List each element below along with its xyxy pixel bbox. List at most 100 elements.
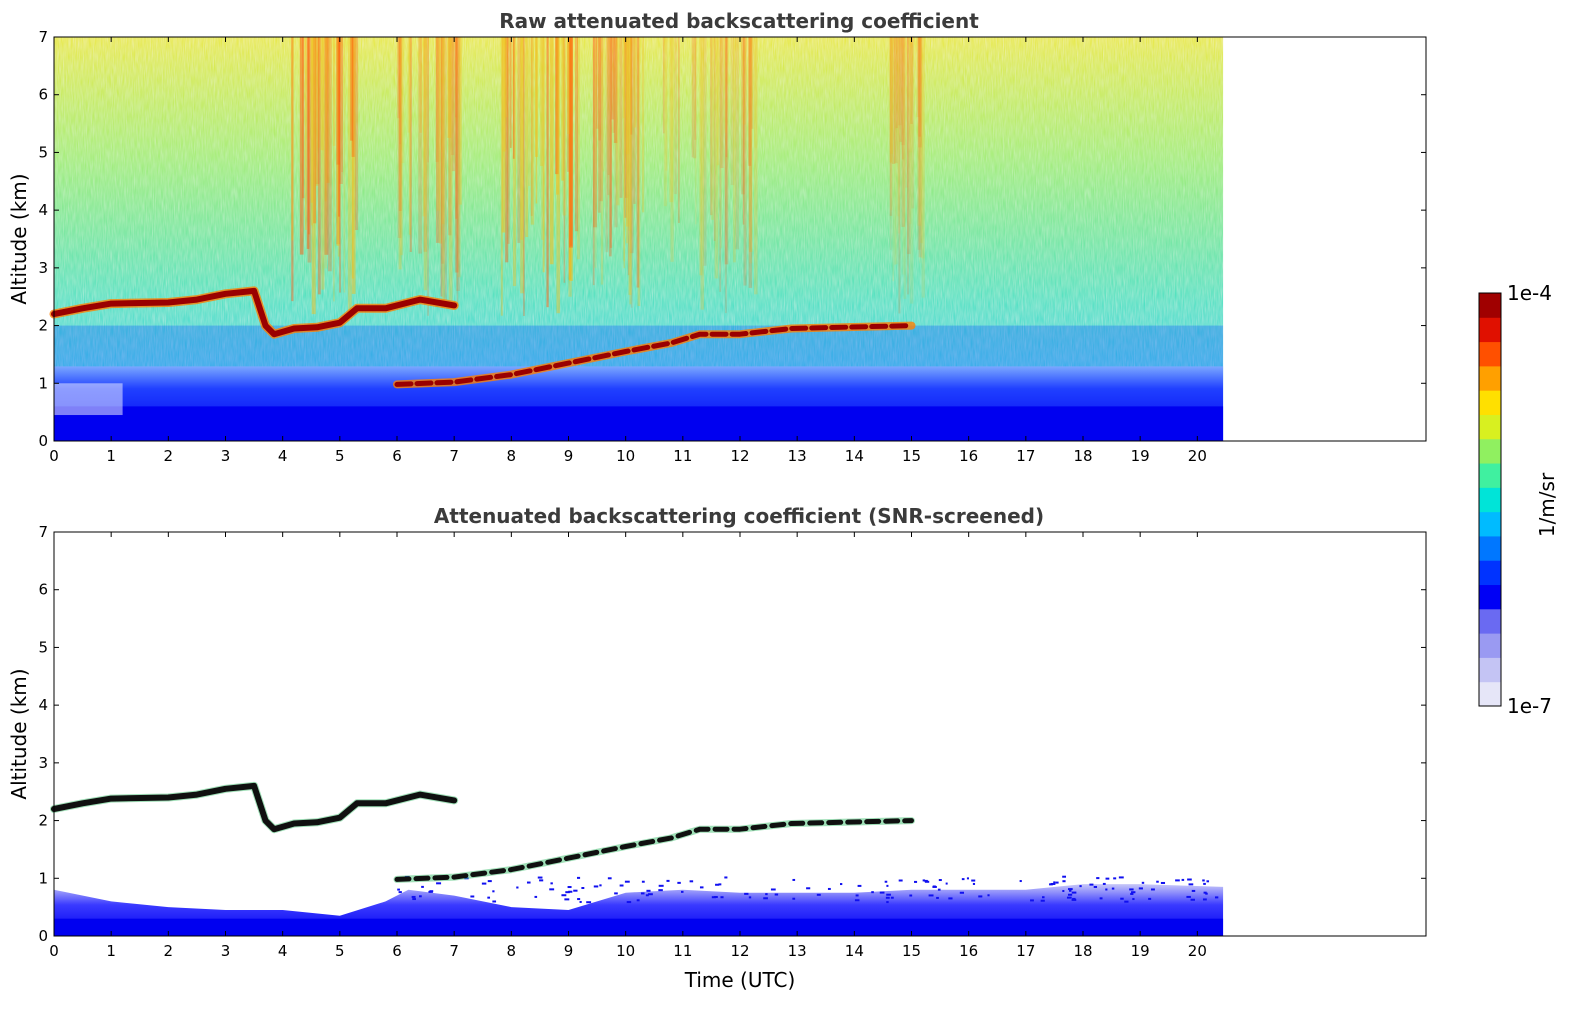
aerosol-streak bbox=[919, 37, 921, 264]
aerosol-streak bbox=[897, 37, 901, 234]
screened-speck bbox=[1068, 889, 1072, 892]
y-tick-label: 3 bbox=[38, 754, 48, 772]
screened-speck bbox=[658, 889, 663, 892]
screened-speck bbox=[411, 895, 416, 898]
x-tick-label: 9 bbox=[564, 942, 574, 960]
cloud-layer bbox=[51, 287, 458, 338]
screened-speck bbox=[1214, 896, 1219, 899]
aerosol-streak bbox=[754, 37, 758, 148]
screened-speck bbox=[607, 877, 612, 880]
screened-speck bbox=[1072, 897, 1076, 900]
aerosol-streak bbox=[895, 37, 899, 129]
x-tick-label: 18 bbox=[1073, 447, 1092, 465]
aerosol-streak bbox=[895, 37, 898, 264]
screened-speck bbox=[1132, 898, 1135, 901]
colorbar-band bbox=[1479, 681, 1501, 707]
screened-speck bbox=[1062, 889, 1065, 892]
aerosol-streak bbox=[889, 37, 893, 164]
screened-speck bbox=[1124, 900, 1129, 903]
aerosol-streak bbox=[451, 37, 456, 172]
screened-speck bbox=[711, 896, 716, 899]
screened-speck bbox=[576, 876, 581, 879]
aerosol-streak bbox=[742, 37, 745, 225]
screened-speck bbox=[647, 893, 653, 896]
aerosol-streak bbox=[561, 37, 564, 181]
aerosol-streak bbox=[326, 37, 330, 183]
aerosol-streak bbox=[512, 37, 515, 159]
screened-speck bbox=[909, 894, 913, 897]
aerosol-streak bbox=[427, 37, 429, 316]
x-tick-label: 10 bbox=[616, 942, 635, 960]
aerosol-streak bbox=[611, 37, 614, 120]
aerosol-streak bbox=[703, 37, 707, 266]
screened-speck bbox=[885, 896, 890, 899]
screened-speck bbox=[1071, 891, 1077, 894]
y-tick-label: 6 bbox=[38, 581, 48, 599]
screened-speck bbox=[948, 897, 953, 900]
aerosol-streak bbox=[528, 37, 531, 186]
aerosol-streak bbox=[450, 37, 455, 156]
screened-speck bbox=[636, 899, 640, 902]
aerosol-streak bbox=[693, 37, 697, 159]
screened-speck bbox=[724, 876, 728, 879]
aerosol-streak bbox=[901, 37, 906, 146]
aerosol-streak bbox=[616, 37, 620, 206]
screened-speck bbox=[1062, 880, 1066, 883]
aerosol-streak bbox=[443, 37, 447, 309]
aerosol-streak bbox=[917, 37, 922, 226]
x-tick-label: 14 bbox=[845, 942, 864, 960]
aerosol-streak bbox=[725, 37, 728, 158]
aerosol-streak bbox=[423, 37, 428, 291]
aerosol-streak bbox=[894, 37, 898, 164]
y-tick-label: 4 bbox=[38, 696, 48, 714]
aerosol-streak bbox=[568, 37, 573, 248]
aerosol-streak bbox=[441, 37, 445, 309]
screened-speck bbox=[689, 880, 694, 883]
x-tick-label: 13 bbox=[788, 942, 807, 960]
aerosol-streak bbox=[457, 37, 461, 278]
screened-speck bbox=[763, 897, 768, 900]
y-tick-label: 2 bbox=[38, 317, 48, 335]
aerosol-streak bbox=[890, 37, 893, 211]
aerosol-streak bbox=[743, 37, 747, 286]
aerosol-streak bbox=[418, 37, 422, 254]
aerosol-streak bbox=[714, 37, 719, 279]
aerosol-streak bbox=[320, 37, 324, 151]
colorbar-band bbox=[1479, 390, 1501, 415]
aerosol-streak bbox=[599, 37, 603, 202]
panel1-x-axis: 0 1 2 3 4 5 6 7 8 9 10 11 12 13 14 15 16 17 18 19 20 bbox=[49, 37, 1207, 465]
screened-speck bbox=[1129, 888, 1134, 891]
screened-speck bbox=[419, 895, 422, 898]
screened-speck bbox=[1099, 897, 1103, 900]
aerosol-streak bbox=[917, 37, 921, 250]
aerosol-streak bbox=[624, 37, 628, 198]
x-tick-label: 17 bbox=[1016, 447, 1035, 465]
aerosol-streak bbox=[454, 37, 457, 118]
y-tick-label: 1 bbox=[38, 374, 48, 392]
aerosol-streak bbox=[291, 37, 294, 241]
aerosol-streak bbox=[438, 37, 443, 244]
aerosol-streak bbox=[742, 37, 747, 125]
aerosol-streak bbox=[730, 37, 735, 186]
screened-speck bbox=[886, 901, 889, 904]
screened-speck bbox=[614, 892, 618, 895]
aerosol-streak bbox=[592, 37, 595, 286]
y-tick-label: 5 bbox=[38, 143, 48, 161]
panel1-title: Raw attenuated backscattering coefficien… bbox=[499, 9, 979, 33]
screened-speck bbox=[816, 893, 821, 896]
colorbar-bands bbox=[1479, 293, 1501, 707]
colorbar-band bbox=[1479, 317, 1501, 343]
aerosol-streak bbox=[711, 37, 715, 220]
aerosol-streak bbox=[317, 37, 321, 295]
screened-speck bbox=[640, 892, 645, 895]
screened-speck bbox=[806, 887, 811, 890]
screened-speck bbox=[945, 882, 948, 885]
screened-speck bbox=[666, 879, 670, 882]
aerosol-streak bbox=[455, 37, 459, 273]
screened-speck bbox=[412, 898, 416, 901]
screened-speck bbox=[534, 895, 538, 898]
screened-speck bbox=[857, 884, 862, 887]
x-tick-label: 20 bbox=[1188, 447, 1207, 465]
aerosol-streak bbox=[901, 37, 905, 227]
